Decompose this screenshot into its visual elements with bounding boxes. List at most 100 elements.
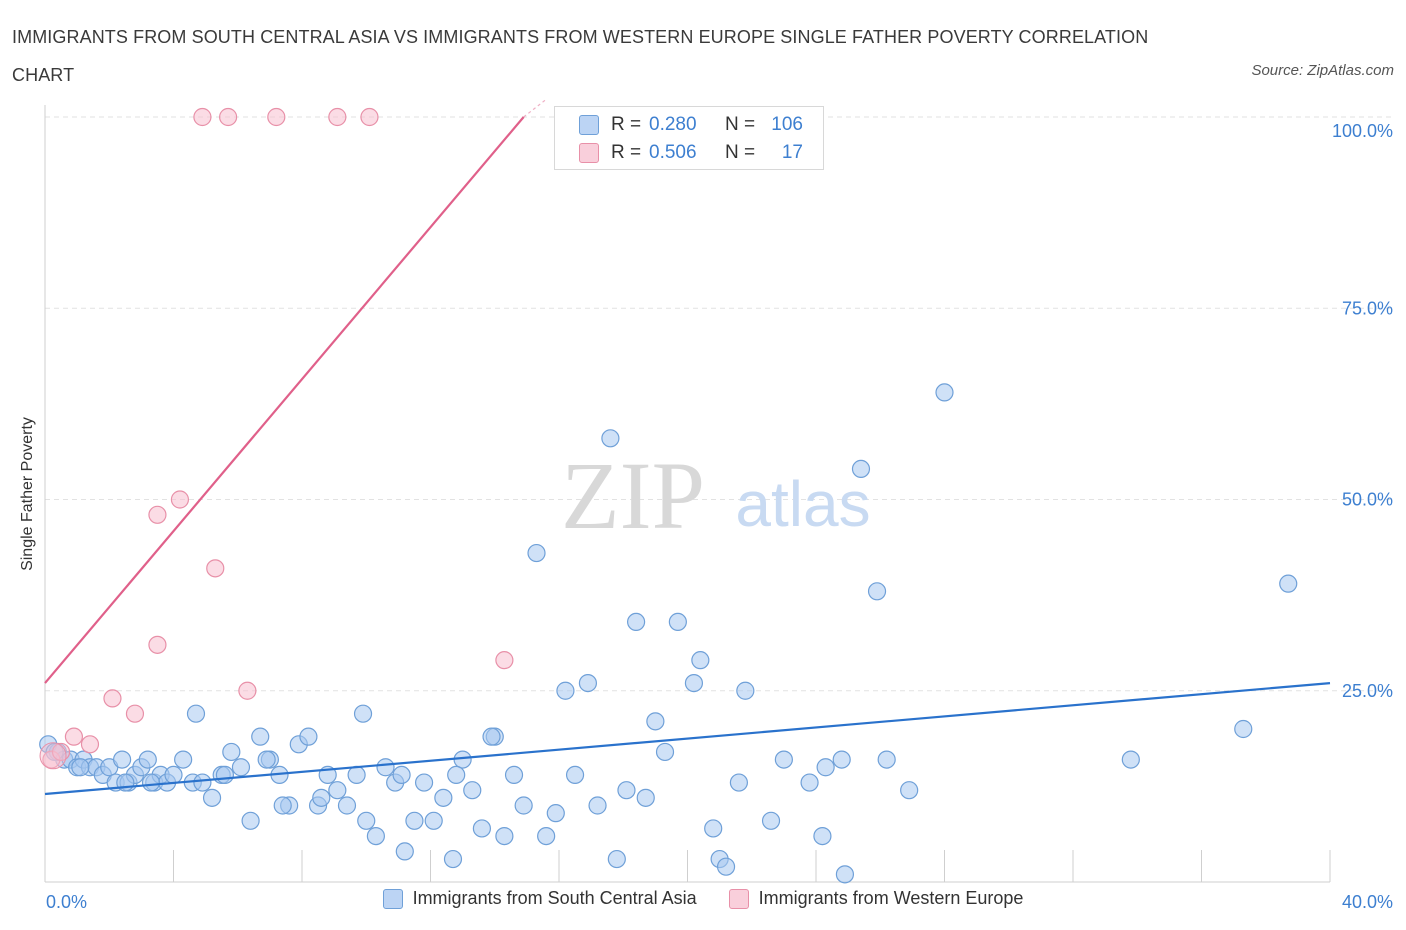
data-point	[800, 773, 819, 792]
data-point	[900, 781, 919, 800]
n-value-blue: 106	[771, 114, 803, 135]
data-point	[527, 543, 546, 563]
r-value-blue: 0.280	[649, 114, 697, 135]
r-label: R =	[611, 142, 642, 163]
data-point	[877, 750, 896, 769]
data-point	[729, 773, 749, 792]
data-point	[495, 651, 514, 670]
data-point	[222, 742, 241, 762]
data-point	[80, 735, 100, 754]
data-point	[219, 107, 238, 127]
pink-swatch-icon	[579, 143, 599, 163]
data-point	[376, 758, 395, 777]
data-point	[125, 704, 145, 723]
data-point	[138, 750, 157, 769]
r-value-pink: 0.506	[649, 142, 697, 163]
data-point	[434, 788, 453, 807]
watermark-zip: ZIP	[561, 442, 705, 549]
data-point	[366, 826, 385, 846]
data-point	[193, 107, 212, 127]
data-point	[186, 704, 206, 723]
data-point	[463, 781, 482, 800]
data-point	[238, 681, 257, 700]
data-point	[328, 107, 347, 127]
data-point	[395, 842, 414, 861]
data-point	[514, 796, 533, 815]
data-point	[935, 383, 954, 402]
data-point	[453, 750, 472, 769]
series-western-europe-points	[39, 107, 514, 770]
data-point	[148, 505, 167, 524]
data-point	[251, 727, 270, 746]
n-label: N =	[725, 142, 756, 163]
legend-label-south-central-asia: Immigrants from South Central Asia	[412, 888, 697, 908]
y-tick-label: 50.0%	[1342, 490, 1393, 510]
data-point	[64, 727, 84, 746]
data-point	[347, 765, 366, 785]
data-point	[565, 765, 585, 785]
series-legend: Immigrants from South Central Asia Immig…	[0, 888, 1406, 909]
data-point	[1279, 574, 1298, 593]
data-point	[546, 804, 565, 823]
data-point	[148, 635, 167, 654]
chart-title: IMMIGRANTS FROM SOUTH CENTRAL ASIA VS IM…	[12, 27, 1149, 85]
data-point	[267, 107, 286, 127]
correlation-row-blue: R = 0.280 N = 106	[579, 112, 803, 138]
data-point	[716, 857, 736, 876]
watermark-atlas: atlas	[735, 468, 870, 540]
data-point	[112, 750, 132, 769]
data-point	[626, 612, 646, 632]
blue-legend-swatch-icon	[382, 888, 403, 909]
data-point	[241, 811, 260, 830]
trend-line	[44, 116, 525, 684]
data-point	[414, 773, 434, 792]
data-point	[141, 773, 161, 792]
n-label: N =	[725, 114, 756, 135]
legend-label-western-europe: Immigrants from Western Europe	[758, 888, 1024, 908]
data-point	[193, 773, 212, 792]
data-point	[655, 742, 675, 762]
data-point	[337, 796, 357, 815]
legend-item-western-europe[interactable]: Immigrants from Western Europe	[728, 888, 1024, 909]
data-point	[328, 781, 347, 800]
y-tick-label: 100.0%	[1332, 121, 1393, 141]
data-point	[537, 826, 556, 846]
legend-item-south-central-asia[interactable]: Immigrants from South Central Asia	[382, 888, 697, 909]
data-point	[174, 750, 193, 769]
x-tick-label: 40.0%	[1342, 892, 1393, 912]
data-point	[360, 107, 379, 127]
data-point	[691, 651, 710, 670]
data-point	[835, 865, 855, 884]
tick-labels: 25.0% 50.0% 75.0% 100.0% 0.0% 40.0%	[46, 121, 1393, 912]
data-point	[867, 582, 887, 601]
correlation-row-pink: R = 0.506 N = 17	[579, 140, 803, 166]
data-point	[424, 811, 443, 830]
data-point	[447, 765, 466, 785]
data-point	[1121, 750, 1140, 769]
data-point	[443, 849, 463, 869]
gridlines	[45, 116, 1395, 692]
trend-line	[44, 682, 1331, 796]
watermark: ZIP atlas	[561, 442, 871, 549]
y-tick-label: 75.0%	[1342, 298, 1393, 318]
data-point	[1234, 719, 1253, 739]
data-point	[392, 765, 411, 785]
data-point	[472, 819, 491, 838]
data-point	[273, 796, 292, 815]
pink-legend-swatch-icon	[728, 888, 749, 909]
data-point	[813, 826, 832, 846]
source-label: Source: ZipAtlas.com	[1251, 62, 1394, 79]
correlation-legend: R = 0.280 N = 106 R = 0.506 N = 17	[554, 106, 824, 170]
data-point	[405, 811, 424, 830]
data-point	[495, 826, 514, 846]
data-point	[736, 681, 755, 700]
data-point	[312, 788, 331, 807]
data-point-cluster	[39, 742, 67, 770]
blue-swatch-icon	[579, 115, 599, 135]
data-point	[170, 490, 190, 509]
series-south-central-asia-points	[39, 383, 1298, 884]
data-point	[588, 796, 607, 815]
data-point	[704, 819, 723, 838]
data-point	[51, 742, 71, 762]
